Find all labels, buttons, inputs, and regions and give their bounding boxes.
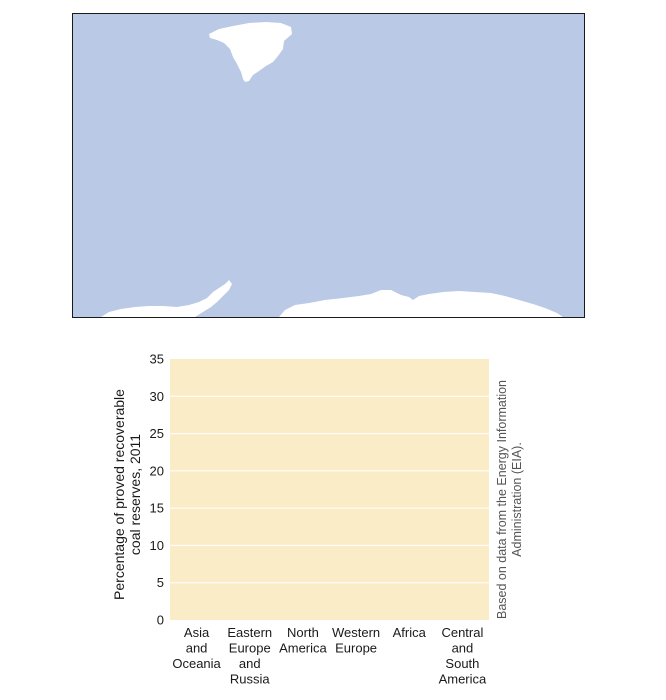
y-tick-label: 30 [150,389,164,404]
y-tick-label: 25 [150,426,164,441]
source-note: Based on data from the Energy Informatio… [495,380,524,619]
y-axis-ticks: 0 5 10 15 20 25 30 35 [150,352,164,628]
x-category-label: Western Europe [332,625,380,656]
x-category-label: Asia and Oceania [172,625,221,671]
x-category-label: Central and South America [439,625,487,687]
y-tick-label: 0 [157,613,164,628]
antarctica [279,290,563,317]
world-map [72,13,585,318]
x-category-label: Africa [393,625,427,640]
y-tick-label: 10 [150,538,164,553]
antarctic-peninsula [101,280,232,317]
y-tick-label: 15 [150,501,164,516]
grid-lines [170,395,489,584]
ocean [73,14,584,317]
map-svg [73,14,584,317]
plot-area [170,359,489,620]
y-tick-label: 20 [150,463,164,478]
antarctic-islands [207,296,219,303]
y-tick-label: 35 [150,352,164,367]
x-category-label: Eastern Europe and Russia [227,625,272,687]
y-tick-label: 5 [157,575,164,590]
greenland [209,22,292,82]
y-axis-title: Percentage of proved recoverablecoal res… [111,389,143,600]
x-category-label: North America [279,625,327,656]
